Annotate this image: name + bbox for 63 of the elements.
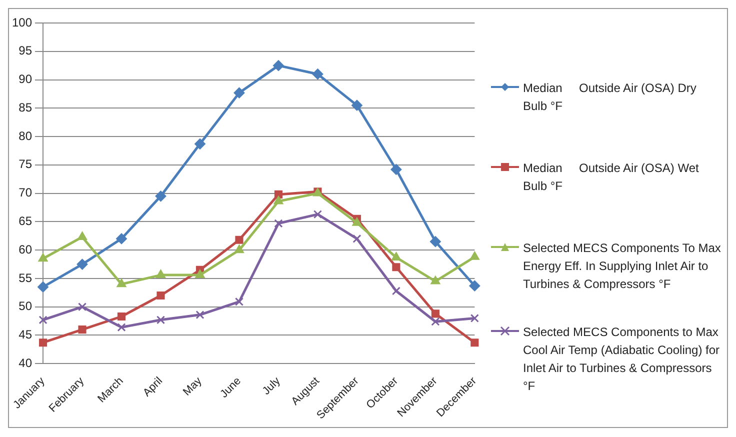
point (391, 252, 402, 260)
point (351, 100, 362, 111)
y-tick-label: 90 (18, 72, 32, 86)
point (116, 233, 128, 244)
point (392, 286, 400, 296)
point (155, 190, 166, 202)
point (352, 217, 362, 226)
point (76, 258, 88, 270)
point (196, 310, 204, 320)
legend-label: Median Outside Air (OSA) Dry Bulb °F (523, 80, 698, 115)
point (194, 138, 206, 150)
point (469, 280, 480, 292)
point (234, 87, 245, 98)
point (156, 316, 166, 324)
y-tick-label: 45 (18, 328, 32, 342)
y-tick-label: 60 (18, 242, 32, 256)
point (38, 281, 49, 292)
legend-label: Selected MECS Components To Max Energy Eff. In Supplying Inlet Air to Turbines & Compressors °F (523, 240, 721, 293)
y-tick-label: 75 (18, 157, 32, 172)
point (272, 60, 284, 72)
point (234, 297, 244, 306)
point (313, 210, 322, 219)
y-tick-label: 65 (18, 214, 32, 228)
point (235, 236, 244, 244)
point (390, 164, 402, 175)
point (195, 270, 205, 278)
point (274, 190, 282, 198)
legend-label: Median Outside Air (OSA) Wet Bulb °F (523, 160, 700, 195)
point (78, 302, 87, 312)
point (431, 317, 440, 326)
y-tick-label: 70 (18, 186, 32, 200)
point (312, 68, 324, 80)
y-tick-label: 55 (18, 270, 32, 285)
y-tick-label: 40 (18, 356, 32, 370)
point (430, 236, 441, 248)
x-tick-label: July (260, 374, 284, 398)
point (156, 291, 165, 300)
y-tick-label: 80 (18, 128, 32, 143)
point (352, 234, 362, 244)
point (38, 316, 48, 324)
point (470, 338, 479, 347)
y-tick-label: 95 (18, 44, 32, 58)
point (156, 270, 166, 278)
point (116, 278, 126, 288)
point (274, 219, 283, 228)
legend-label: Selected MECS Components to Max Cool Air Temp (Adiabatic Cooling) for Inlet Air to Turbines & Compressors °F (523, 324, 721, 395)
point (38, 338, 48, 347)
point (234, 244, 244, 254)
y-tick-label: 50 (18, 299, 32, 314)
point (117, 312, 126, 321)
point (431, 310, 440, 318)
point (470, 251, 480, 260)
y-tick-label: 85 (18, 100, 32, 114)
point (38, 253, 48, 262)
point (274, 196, 284, 204)
x-tick-label: May (181, 374, 205, 398)
point (77, 232, 88, 240)
point (392, 263, 400, 272)
point (430, 276, 440, 284)
point (117, 323, 126, 332)
point (78, 326, 86, 334)
point (470, 314, 479, 322)
y-tick-label: 100 (12, 15, 32, 30)
